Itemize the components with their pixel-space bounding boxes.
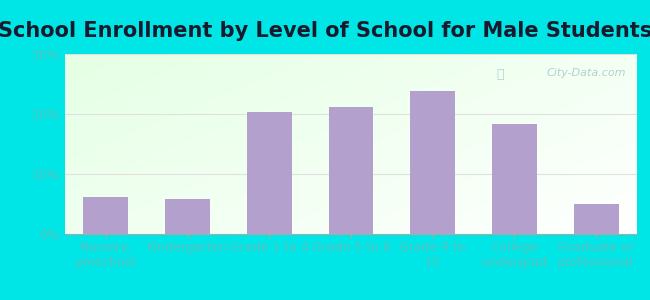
Bar (492, 124, 537, 234)
Text: School Enrollment by Level of School for Male Students: School Enrollment by Level of School for… (0, 21, 650, 41)
Text: City-Data.com: City-Data.com (546, 68, 625, 78)
Bar (247, 112, 292, 234)
Bar (165, 199, 210, 234)
Bar (328, 107, 374, 234)
Bar (574, 204, 619, 234)
Bar (83, 197, 128, 234)
Text: ⓘ: ⓘ (497, 68, 504, 81)
Bar (410, 91, 455, 234)
